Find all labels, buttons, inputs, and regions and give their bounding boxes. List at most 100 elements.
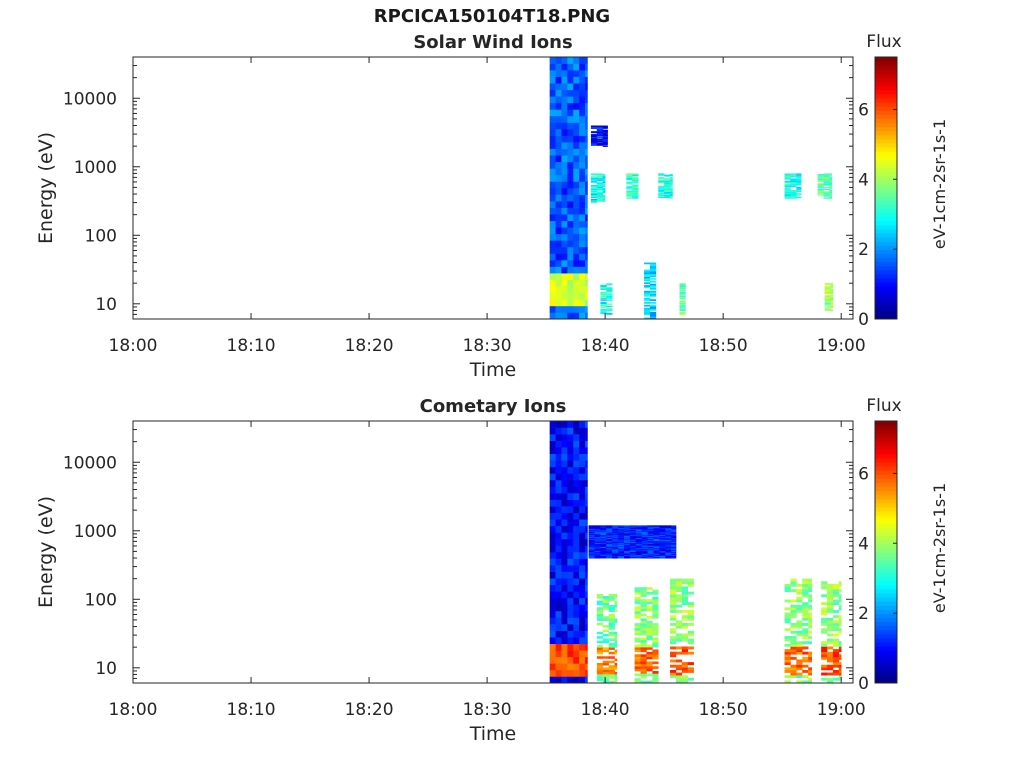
flux-cell bbox=[790, 649, 797, 652]
flux-cell bbox=[653, 544, 660, 546]
flux-cell bbox=[561, 466, 568, 474]
flux-cell bbox=[649, 266, 657, 269]
flux-cell bbox=[590, 139, 598, 141]
flux-cell bbox=[665, 536, 672, 539]
flux-cell bbox=[588, 555, 595, 557]
flux-cell bbox=[790, 672, 797, 676]
flux-cell bbox=[618, 536, 625, 539]
flux-cell bbox=[567, 70, 574, 77]
flux-cell bbox=[824, 309, 831, 311]
flux-cell bbox=[579, 440, 586, 448]
flux-cell bbox=[555, 460, 562, 468]
colorbar-segment bbox=[875, 572, 897, 578]
flux-cell bbox=[618, 555, 625, 557]
flux-cell bbox=[646, 615, 653, 619]
flux-cell bbox=[596, 676, 604, 679]
flux-cell bbox=[602, 674, 609, 677]
flux-cell bbox=[567, 676, 574, 684]
flux-cell bbox=[649, 309, 657, 311]
flux-cell bbox=[600, 531, 607, 534]
flux-cell bbox=[612, 534, 619, 536]
flux-cell bbox=[594, 535, 601, 537]
flux-cell bbox=[784, 188, 791, 190]
flux-cell bbox=[561, 453, 568, 461]
flux-cell bbox=[602, 178, 606, 180]
flux-cell bbox=[659, 547, 666, 549]
flux-cell bbox=[549, 538, 556, 546]
flux-cell bbox=[644, 273, 651, 276]
flux-cell bbox=[614, 674, 618, 677]
flux-cell bbox=[561, 135, 568, 143]
flux-cell bbox=[784, 649, 791, 652]
flux-cell bbox=[634, 663, 641, 667]
flux-cell bbox=[594, 545, 601, 548]
flux-cell bbox=[646, 608, 653, 612]
flux-cell bbox=[644, 317, 651, 320]
flux-cell bbox=[606, 290, 613, 292]
flux-cell bbox=[549, 460, 556, 468]
colorbar-segment bbox=[875, 621, 897, 627]
flux-cell bbox=[600, 304, 607, 306]
flux-cell bbox=[679, 308, 686, 311]
flux-cell bbox=[596, 178, 604, 180]
flux-cell bbox=[824, 287, 831, 289]
colorbar-segment bbox=[875, 97, 897, 103]
flux-cell bbox=[600, 294, 607, 296]
flux-cell bbox=[790, 607, 797, 611]
flux-cell bbox=[573, 161, 580, 169]
colorbar-segment bbox=[875, 478, 897, 483]
flux-cell bbox=[594, 525, 601, 527]
flux-cell bbox=[579, 578, 586, 586]
flux-cell bbox=[626, 186, 633, 188]
flux-cell bbox=[618, 553, 625, 556]
flux-cell bbox=[600, 298, 607, 300]
flux-cell bbox=[600, 540, 607, 542]
flux-cell bbox=[796, 182, 802, 184]
flux-cell bbox=[549, 70, 556, 77]
flux-cell bbox=[670, 602, 677, 606]
flux-cell bbox=[612, 526, 619, 529]
flux-cell bbox=[596, 196, 604, 199]
flux-cell bbox=[573, 312, 580, 320]
flux-cell bbox=[646, 668, 653, 672]
flux-cell bbox=[659, 539, 666, 541]
flux-cell bbox=[670, 596, 677, 600]
flux-cell bbox=[549, 305, 556, 313]
flux-cell bbox=[647, 548, 654, 550]
colorbar-segment bbox=[875, 421, 897, 426]
flux-cell bbox=[634, 599, 641, 602]
flux-cell bbox=[829, 194, 833, 196]
flux-cell bbox=[608, 656, 615, 659]
flux-cell bbox=[634, 611, 641, 614]
flux-cell bbox=[802, 615, 809, 619]
colorbar-segment bbox=[875, 216, 897, 222]
flux-cell bbox=[649, 262, 657, 265]
flux-cell bbox=[649, 263, 657, 266]
flux-cell bbox=[658, 193, 665, 195]
flux-cell bbox=[567, 109, 574, 117]
flux-cell bbox=[561, 597, 568, 605]
colorbar-segment bbox=[875, 654, 897, 659]
flux-cell bbox=[602, 190, 606, 193]
flux-cell bbox=[641, 548, 648, 550]
flux-cell bbox=[549, 466, 556, 474]
flux-cell bbox=[832, 669, 840, 673]
flux-cell bbox=[579, 57, 586, 64]
flux-cell bbox=[606, 526, 613, 528]
flux-cell bbox=[681, 677, 689, 681]
flux-cell bbox=[647, 549, 654, 551]
flux-cell bbox=[679, 291, 686, 294]
flux-cell bbox=[585, 525, 588, 533]
flux-cell bbox=[561, 584, 568, 592]
flux-cell bbox=[594, 544, 601, 546]
colorbar-tick-label: 0 bbox=[858, 310, 869, 330]
flux-cell bbox=[567, 286, 574, 294]
colorbar-segment bbox=[875, 130, 897, 136]
colorbar-segment bbox=[875, 633, 897, 639]
flux-cell bbox=[549, 155, 556, 163]
flux-cell bbox=[687, 638, 694, 642]
colorbar-segment bbox=[875, 114, 897, 119]
flux-cell bbox=[573, 650, 580, 658]
flux-cell bbox=[808, 607, 812, 611]
flux-cell bbox=[653, 528, 660, 530]
